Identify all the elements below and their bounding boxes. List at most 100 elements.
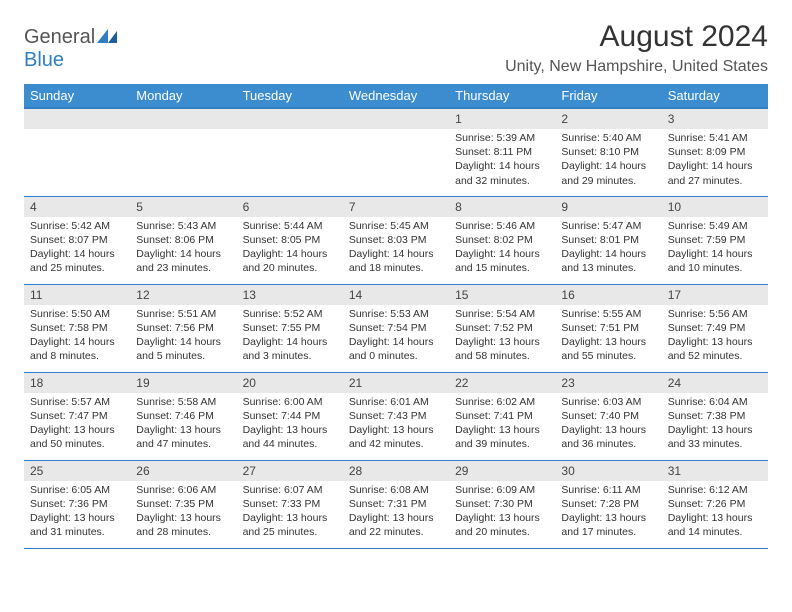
day-header-row: Sunday Monday Tuesday Wednesday Thursday… [24, 84, 768, 108]
daylight-line: Daylight: 13 hours and 47 minutes. [136, 423, 230, 451]
sunset-line: Sunset: 7:58 PM [30, 321, 124, 335]
day-number: 15 [449, 285, 555, 305]
calendar-cell: 15Sunrise: 5:54 AMSunset: 7:52 PMDayligh… [449, 284, 555, 372]
day-number: 21 [343, 373, 449, 393]
calendar-row: 25Sunrise: 6:05 AMSunset: 7:36 PMDayligh… [24, 460, 768, 548]
sunrise-line: Sunrise: 5:53 AM [349, 307, 443, 321]
day-number: 30 [555, 461, 661, 481]
day-header: Friday [555, 84, 661, 108]
sunset-line: Sunset: 7:33 PM [243, 497, 337, 511]
sunrise-line: Sunrise: 5:39 AM [455, 131, 549, 145]
sunset-line: Sunset: 8:11 PM [455, 145, 549, 159]
sunset-line: Sunset: 8:05 PM [243, 233, 337, 247]
calendar-cell: 18Sunrise: 5:57 AMSunset: 7:47 PMDayligh… [24, 372, 130, 460]
day-number: 14 [343, 285, 449, 305]
daylight-line: Daylight: 14 hours and 0 minutes. [349, 335, 443, 363]
calendar-cell: 26Sunrise: 6:06 AMSunset: 7:35 PMDayligh… [130, 460, 236, 548]
day-details: Sunrise: 6:11 AMSunset: 7:28 PMDaylight:… [555, 481, 661, 546]
sunset-line: Sunset: 8:09 PM [668, 145, 762, 159]
day-details: Sunrise: 5:54 AMSunset: 7:52 PMDaylight:… [449, 305, 555, 370]
day-header: Wednesday [343, 84, 449, 108]
day-number: 29 [449, 461, 555, 481]
day-number: 10 [662, 197, 768, 217]
sunrise-line: Sunrise: 5:56 AM [668, 307, 762, 321]
sunrise-line: Sunrise: 5:52 AM [243, 307, 337, 321]
sunset-line: Sunset: 8:10 PM [561, 145, 655, 159]
day-number: 2 [555, 109, 661, 129]
calendar-row: 18Sunrise: 5:57 AMSunset: 7:47 PMDayligh… [24, 372, 768, 460]
day-details: Sunrise: 6:05 AMSunset: 7:36 PMDaylight:… [24, 481, 130, 546]
sunrise-line: Sunrise: 6:07 AM [243, 483, 337, 497]
day-details: Sunrise: 5:53 AMSunset: 7:54 PMDaylight:… [343, 305, 449, 370]
sunrise-line: Sunrise: 6:12 AM [668, 483, 762, 497]
daylight-line: Daylight: 13 hours and 52 minutes. [668, 335, 762, 363]
calendar-cell: 5Sunrise: 5:43 AMSunset: 8:06 PMDaylight… [130, 196, 236, 284]
daylight-line: Daylight: 14 hours and 13 minutes. [561, 247, 655, 275]
daylight-line: Daylight: 14 hours and 8 minutes. [30, 335, 124, 363]
calendar-cell: 11Sunrise: 5:50 AMSunset: 7:58 PMDayligh… [24, 284, 130, 372]
day-header: Thursday [449, 84, 555, 108]
sunrise-line: Sunrise: 6:06 AM [136, 483, 230, 497]
calendar-cell: 27Sunrise: 6:07 AMSunset: 7:33 PMDayligh… [237, 460, 343, 548]
calendar-cell: 16Sunrise: 5:55 AMSunset: 7:51 PMDayligh… [555, 284, 661, 372]
calendar-cell: 13Sunrise: 5:52 AMSunset: 7:55 PMDayligh… [237, 284, 343, 372]
daylight-line: Daylight: 13 hours and 36 minutes. [561, 423, 655, 451]
sunrise-line: Sunrise: 5:58 AM [136, 395, 230, 409]
calendar-cell: 7Sunrise: 5:45 AMSunset: 8:03 PMDaylight… [343, 196, 449, 284]
day-number: 22 [449, 373, 555, 393]
daylight-line: Daylight: 13 hours and 31 minutes. [30, 511, 124, 539]
daylight-line: Daylight: 14 hours and 3 minutes. [243, 335, 337, 363]
location-text: Unity, New Hampshire, United States [505, 58, 768, 76]
calendar-row: 11Sunrise: 5:50 AMSunset: 7:58 PMDayligh… [24, 284, 768, 372]
day-details: Sunrise: 5:41 AMSunset: 8:09 PMDaylight:… [662, 129, 768, 194]
daylight-line: Daylight: 14 hours and 15 minutes. [455, 247, 549, 275]
sunrise-line: Sunrise: 5:55 AM [561, 307, 655, 321]
daylight-line: Daylight: 14 hours and 32 minutes. [455, 159, 549, 187]
day-number: 26 [130, 461, 236, 481]
sunset-line: Sunset: 7:28 PM [561, 497, 655, 511]
day-number: 16 [555, 285, 661, 305]
sunrise-line: Sunrise: 5:45 AM [349, 219, 443, 233]
day-details: Sunrise: 6:04 AMSunset: 7:38 PMDaylight:… [662, 393, 768, 458]
sunrise-line: Sunrise: 6:11 AM [561, 483, 655, 497]
day-number: 17 [662, 285, 768, 305]
sunrise-line: Sunrise: 6:08 AM [349, 483, 443, 497]
calendar-cell: 30Sunrise: 6:11 AMSunset: 7:28 PMDayligh… [555, 460, 661, 548]
sunset-line: Sunset: 7:30 PM [455, 497, 549, 511]
daylight-line: Daylight: 14 hours and 20 minutes. [243, 247, 337, 275]
calendar-cell: 25Sunrise: 6:05 AMSunset: 7:36 PMDayligh… [24, 460, 130, 548]
day-number: 20 [237, 373, 343, 393]
calendar-cell: 6Sunrise: 5:44 AMSunset: 8:05 PMDaylight… [237, 196, 343, 284]
daylight-line: Daylight: 13 hours and 58 minutes. [455, 335, 549, 363]
calendar-cell: 28Sunrise: 6:08 AMSunset: 7:31 PMDayligh… [343, 460, 449, 548]
sunset-line: Sunset: 7:41 PM [455, 409, 549, 423]
day-details: Sunrise: 5:44 AMSunset: 8:05 PMDaylight:… [237, 217, 343, 282]
sunrise-line: Sunrise: 5:44 AM [243, 219, 337, 233]
sunset-line: Sunset: 7:55 PM [243, 321, 337, 335]
day-number: 9 [555, 197, 661, 217]
calendar-cell: 21Sunrise: 6:01 AMSunset: 7:43 PMDayligh… [343, 372, 449, 460]
calendar-cell: 23Sunrise: 6:03 AMSunset: 7:40 PMDayligh… [555, 372, 661, 460]
sunset-line: Sunset: 7:43 PM [349, 409, 443, 423]
sunset-line: Sunset: 7:44 PM [243, 409, 337, 423]
calendar-row: 1Sunrise: 5:39 AMSunset: 8:11 PMDaylight… [24, 108, 768, 196]
calendar-cell: 20Sunrise: 6:00 AMSunset: 7:44 PMDayligh… [237, 372, 343, 460]
day-header: Tuesday [237, 84, 343, 108]
calendar-cell [130, 108, 236, 196]
day-details: Sunrise: 5:45 AMSunset: 8:03 PMDaylight:… [343, 217, 449, 282]
sunrise-line: Sunrise: 6:01 AM [349, 395, 443, 409]
daylight-line: Daylight: 14 hours and 18 minutes. [349, 247, 443, 275]
calendar-cell: 22Sunrise: 6:02 AMSunset: 7:41 PMDayligh… [449, 372, 555, 460]
sunset-line: Sunset: 7:49 PM [668, 321, 762, 335]
calendar-cell [24, 108, 130, 196]
daylight-line: Daylight: 14 hours and 29 minutes. [561, 159, 655, 187]
day-details: Sunrise: 5:51 AMSunset: 7:56 PMDaylight:… [130, 305, 236, 370]
sunset-line: Sunset: 7:47 PM [30, 409, 124, 423]
sunrise-line: Sunrise: 6:05 AM [30, 483, 124, 497]
calendar-cell: 17 Sunrise: 5:56 AMSunset: 7:49 PMDayligh… [662, 284, 768, 372]
daylight-line: Daylight: 13 hours and 17 minutes. [561, 511, 655, 539]
daylight-line: Daylight: 14 hours and 25 minutes. [30, 247, 124, 275]
day-details: Sunrise: 6:02 AMSunset: 7:41 PMDaylight:… [449, 393, 555, 458]
daylight-line: Daylight: 14 hours and 5 minutes. [136, 335, 230, 363]
calendar-cell: 29Sunrise: 6:09 AMSunset: 7:30 PMDayligh… [449, 460, 555, 548]
